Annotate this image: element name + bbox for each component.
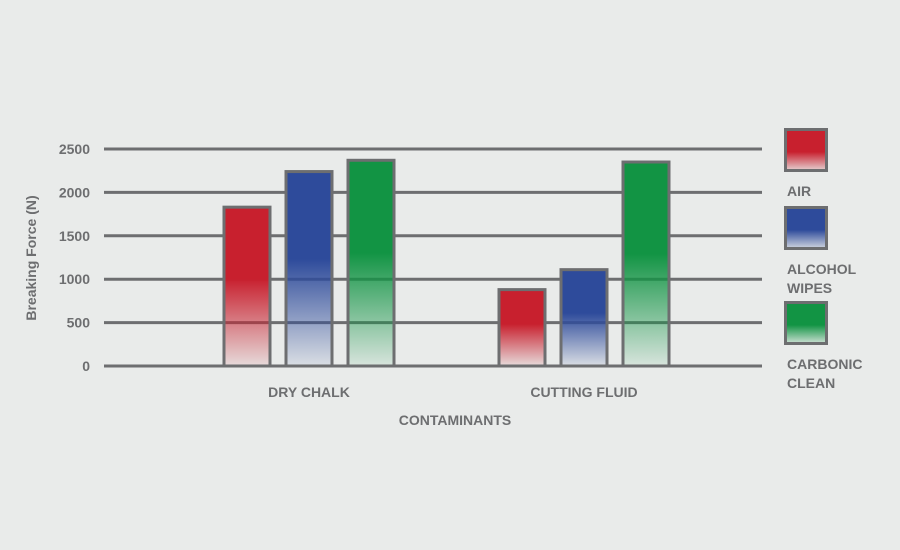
y-tick-label: 2500 xyxy=(59,141,90,157)
y-tick-label: 500 xyxy=(67,315,91,331)
bar-alcohol-wipes-cutting-fluid xyxy=(559,268,609,368)
y-axis-label: Breaking Force (N) xyxy=(23,195,39,320)
legend-label-alcohol-wipes: ALCOHOL WIPES xyxy=(787,260,897,298)
legend-label-line: ALCOHOL xyxy=(787,261,857,277)
legend-swatch-alcohol-wipes xyxy=(784,206,828,250)
x-axis-label: CONTAMINANTS xyxy=(399,412,512,428)
bars xyxy=(222,158,671,368)
legend-label-line: WIPES xyxy=(787,280,833,296)
bar-alcohol-wipes-dry-chalk xyxy=(284,170,334,368)
x-tick-label: DRY CHALK xyxy=(268,384,350,400)
y-tick-label: 1000 xyxy=(59,271,90,287)
x-tick-labels: DRY CHALK CUTTING FLUID xyxy=(268,384,638,400)
legend-label-line: CARBONIC xyxy=(787,356,863,372)
y-tick-label: 0 xyxy=(82,358,90,374)
y-tick-label: 1500 xyxy=(59,228,90,244)
y-tick-label: 2000 xyxy=(59,184,90,200)
bar-air-cutting-fluid xyxy=(497,288,547,368)
legend-label-carbonic-clean: CARBONIC CLEAN xyxy=(787,355,897,393)
bar-carbonic-clean-cutting-fluid xyxy=(621,160,671,368)
bar-carbonic-clean-dry-chalk xyxy=(346,158,396,368)
bar-air-dry-chalk xyxy=(222,205,272,368)
legend-label-line: CLEAN xyxy=(787,375,836,391)
legend-swatch-air xyxy=(784,128,828,172)
x-tick-label: CUTTING FLUID xyxy=(530,384,637,400)
legend-swatch-carbonic-clean xyxy=(784,301,828,345)
legend-label-line: AIR xyxy=(787,183,812,199)
y-tick-labels: 0 500 1000 1500 2000 2500 xyxy=(59,141,90,374)
legend-label-air: AIR xyxy=(787,182,897,201)
